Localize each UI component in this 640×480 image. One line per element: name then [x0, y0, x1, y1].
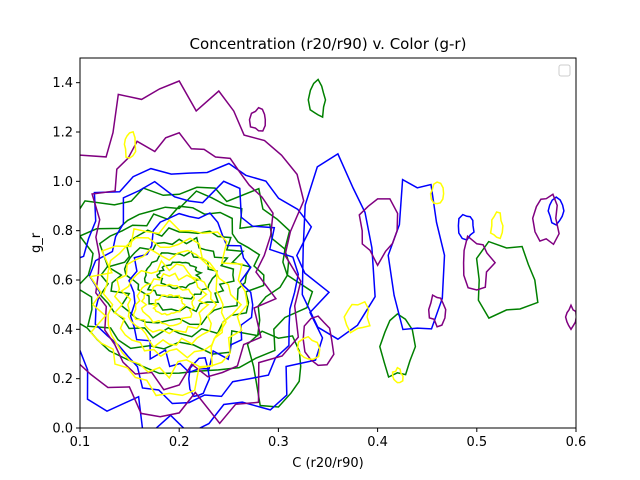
contour-island [379, 312, 417, 379]
y-tick-label: 0.2 [52, 372, 73, 387]
contour-level [91, 131, 278, 391]
x-axis: 0.1 0.2 0.3 0.4 0.5 0.6 [70, 428, 587, 450]
x-tick-label: 0.4 [367, 435, 388, 450]
contour-island [427, 293, 447, 328]
y-tick-label: 1.0 [52, 175, 73, 190]
contour-level [102, 236, 243, 380]
contour-island [358, 198, 399, 267]
x-axis-label: C (r20/r90) [292, 456, 364, 471]
contour-island [564, 303, 576, 331]
y-axis-label: g_r [29, 232, 44, 253]
plot-frame [79, 57, 577, 429]
contour-level [80, 80, 305, 425]
x-tick-label: 0.6 [566, 435, 587, 450]
contour-island [462, 234, 497, 291]
contour-island [387, 178, 446, 331]
y-tick-label: 0.0 [52, 422, 73, 437]
contour-level [80, 186, 314, 375]
legend-box [558, 64, 571, 77]
x-tick-label: 0.1 [70, 435, 91, 450]
contour-level [120, 259, 218, 349]
contour-island [301, 152, 376, 341]
contour-series-3 [89, 130, 504, 397]
contour-island [457, 213, 475, 241]
y-axis: 0.0 0.2 0.4 0.6 0.8 1.0 1.2 1.4 [52, 76, 80, 437]
contour-island [123, 130, 137, 159]
contour-level [128, 212, 254, 374]
chart-title: Concentration (r20/r90) v. Color (g-r) [190, 35, 467, 53]
contour-series-1 [80, 152, 565, 428]
x-tick-label: 0.2 [169, 435, 190, 450]
contour-level [132, 272, 210, 335]
contour-level [151, 294, 186, 316]
contour-island [429, 181, 445, 205]
contour-island [343, 300, 371, 334]
contour-island [547, 196, 565, 226]
contour-level [140, 283, 196, 327]
y-tick-label: 1.2 [52, 126, 73, 141]
contour-island [307, 78, 327, 119]
contour-level [156, 261, 204, 290]
contour-level [113, 248, 227, 359]
x-tick-label: 0.3 [268, 435, 289, 450]
y-tick-label: 0.8 [52, 224, 73, 239]
y-tick-label: 1.4 [52, 76, 73, 91]
contour-island [531, 193, 560, 246]
y-tick-label: 0.4 [52, 323, 73, 338]
contour-island [246, 330, 302, 408]
contour-island [489, 211, 504, 240]
y-tick-label: 0.6 [52, 274, 73, 289]
contour-layer [80, 78, 576, 428]
x-tick-label: 0.5 [466, 435, 487, 450]
contour-island [475, 240, 539, 320]
contour-island [188, 357, 211, 398]
contour-level [143, 250, 219, 300]
contour-level [89, 218, 249, 397]
contour-island [391, 366, 404, 384]
contour-island [248, 106, 267, 132]
contour-island [296, 335, 321, 361]
contour-level [80, 162, 331, 428]
